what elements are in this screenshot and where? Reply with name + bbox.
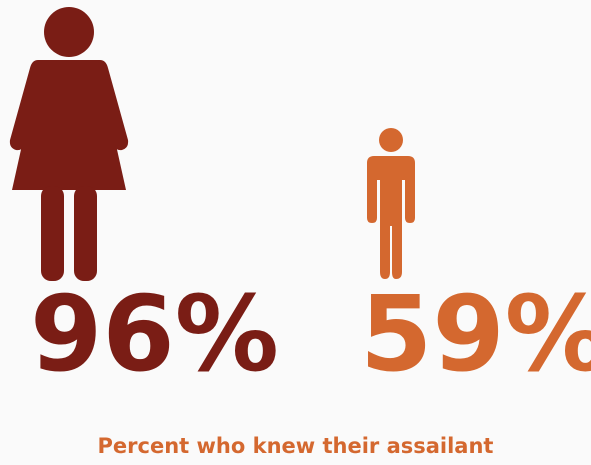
woman-torso [9, 60, 129, 190]
man-percent-label: 59% [360, 273, 591, 395]
woman-figure-icon [9, 7, 129, 281]
woman-head [44, 7, 94, 57]
woman-left-leg [41, 186, 64, 281]
man-head [379, 128, 403, 152]
woman-right-leg [74, 186, 97, 281]
woman-percent-label: 96% [30, 273, 279, 395]
chart-caption: Percent who knew their assailant [98, 434, 494, 458]
man-figure-icon [367, 128, 415, 279]
man-body [367, 156, 415, 279]
